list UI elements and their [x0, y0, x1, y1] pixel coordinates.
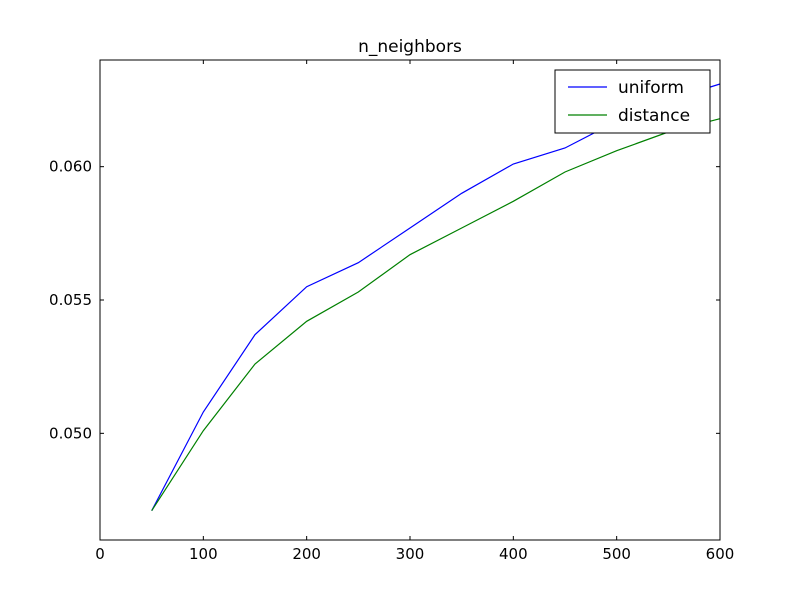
x-tick-label: 200: [292, 545, 321, 563]
legend-label-uniform: uniform: [618, 78, 684, 98]
y-axis: 0.050 0.055 0.060: [49, 158, 720, 442]
plot-frame: [99, 59, 721, 541]
y-tick-label: 0.055: [49, 291, 92, 309]
x-tick-label: 100: [189, 545, 218, 563]
x-tick-label: 300: [396, 545, 425, 563]
x-tick-label: 400: [499, 545, 528, 563]
series-line-uniform: [151, 83, 721, 511]
x-tick-label: 500: [602, 545, 631, 563]
x-axis: 0 100 200 300 400 500 600: [95, 60, 734, 563]
x-tick-label: 0: [95, 545, 105, 563]
legend: uniform distance: [554, 69, 711, 134]
y-tick-label: 0.060: [49, 158, 92, 176]
chart-title: n_neighbors: [358, 37, 462, 57]
y-tick-label: 0.050: [49, 424, 92, 442]
x-tick-label: 600: [706, 545, 735, 563]
plot-lines: [151, 83, 721, 512]
legend-label-distance: distance: [618, 106, 690, 126]
legend-box: [554, 69, 711, 134]
series-line-distance: [151, 118, 721, 512]
